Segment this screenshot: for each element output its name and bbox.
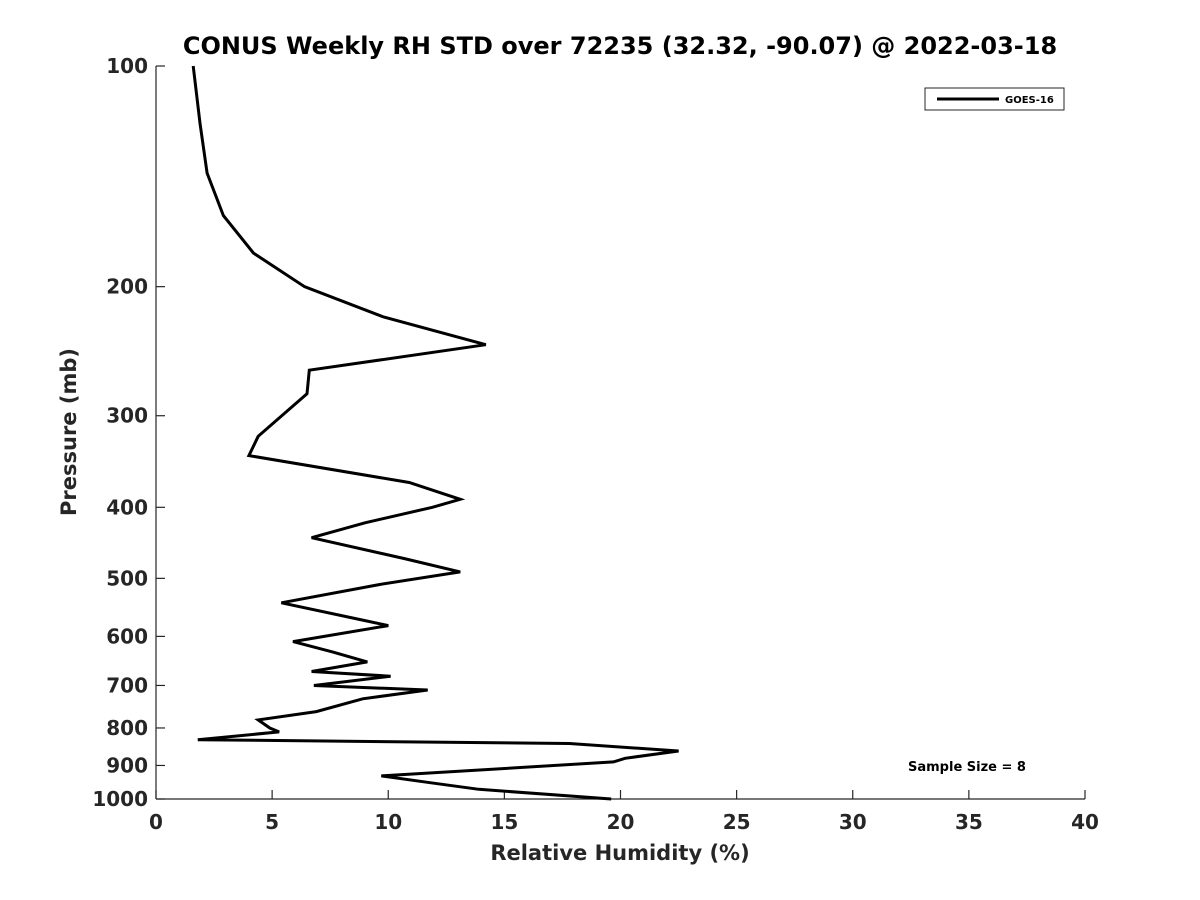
x-tick-label: 0: [149, 810, 163, 834]
y-tick-label: 800: [106, 716, 148, 740]
y-ticks: 100 200 300 400 500 600 700 800 900 1000: [92, 54, 165, 811]
x-tick-label: 30: [839, 810, 867, 834]
chart-title: CONUS Weekly RH STD over 72235 (32.32, -…: [183, 32, 1057, 60]
y-axis-label: Pressure (mb): [57, 348, 81, 516]
series-layer: [191, 65, 679, 801]
x-tick-label: 5: [265, 810, 279, 834]
legend-label-goes-16: GOES-16: [1005, 95, 1054, 106]
legend: GOES-16: [924, 87, 1065, 111]
y-tick-label: 700: [106, 673, 148, 697]
y-tick-label: 400: [106, 495, 148, 519]
y-tick-label: 100: [106, 54, 148, 78]
y-tick-label: 200: [106, 275, 148, 299]
y-tick-label: 600: [106, 624, 148, 648]
x-tick-label: 10: [374, 810, 402, 834]
x-ticks: 0 5 10 15 20 25 30 35 40: [149, 790, 1099, 834]
x-tick-label: 40: [1071, 810, 1099, 834]
x-axis-label: Relative Humidity (%): [490, 841, 749, 865]
y-tick-label: 500: [106, 566, 148, 590]
x-tick-label: 15: [490, 810, 518, 834]
sample-size-annotation: Sample Size = 8: [908, 760, 1026, 775]
y-tick-label: 300: [106, 404, 148, 428]
x-tick-label: 35: [955, 810, 983, 834]
x-tick-label: 20: [607, 810, 635, 834]
series-line-goes-16: [191, 65, 679, 801]
y-tick-label: 1000: [92, 787, 148, 811]
y-tick-label: 900: [106, 753, 148, 777]
plot-axes: 0 5 10 15 20 25 30 35 40 100 200 300 400 500 600 700 80…: [92, 54, 1099, 834]
x-tick-label: 25: [723, 810, 751, 834]
